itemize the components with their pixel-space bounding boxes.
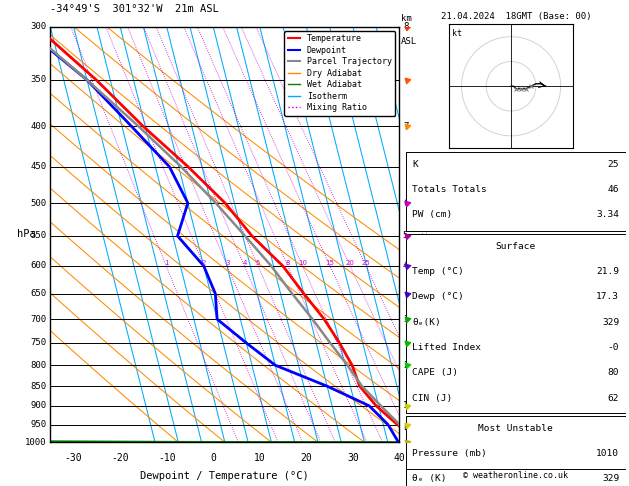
Text: θₑ (K): θₑ (K) [413,474,447,483]
Text: 2: 2 [403,361,408,370]
Text: Totals Totals: Totals Totals [413,185,487,194]
Text: 1: 1 [164,260,169,266]
Text: 1010: 1010 [596,449,619,458]
Text: 4: 4 [403,261,408,270]
Text: ASL: ASL [401,37,417,46]
Text: 550: 550 [31,231,47,241]
Text: Pressure (mb): Pressure (mb) [413,449,487,458]
Bar [406,416,626,486]
Text: 8: 8 [403,22,408,31]
Text: 10: 10 [298,260,307,266]
Text: hPa: hPa [16,229,35,240]
Text: 850: 850 [31,382,47,391]
Text: θₑ(K): θₑ(K) [413,318,441,327]
Text: Surface: Surface [496,242,536,251]
Text: Most Unstable: Most Unstable [479,424,553,433]
Text: 400: 400 [31,122,47,131]
Text: © weatheronline.co.uk: © weatheronline.co.uk [464,471,568,480]
Text: 350: 350 [31,75,47,85]
Text: CAPE (J): CAPE (J) [413,368,459,377]
Text: 1: 1 [403,401,408,410]
Text: 17.3: 17.3 [596,293,619,301]
Text: 750: 750 [31,338,47,347]
Text: -0: -0 [608,343,619,352]
Text: 900: 900 [31,401,47,410]
Text: 20: 20 [345,260,355,266]
Text: -30: -30 [65,452,82,463]
Text: PW (cm): PW (cm) [413,210,452,219]
Text: 2: 2 [202,260,206,266]
Text: Mixing Ratio (g/kg): Mixing Ratio (g/kg) [421,191,430,278]
Text: 7: 7 [403,122,408,131]
Text: 650: 650 [31,289,47,298]
Text: 21.9: 21.9 [596,267,619,276]
Text: K: K [413,160,418,169]
Bar [406,152,626,231]
Text: 25: 25 [608,160,619,169]
Text: Dewpoint / Temperature (°C): Dewpoint / Temperature (°C) [140,471,309,481]
Legend: Temperature, Dewpoint, Parcel Trajectory, Dry Adiabat, Wet Adiabat, Isotherm, Mi: Temperature, Dewpoint, Parcel Trajectory… [284,31,395,116]
Text: 10: 10 [254,452,265,463]
Text: 15: 15 [326,260,335,266]
Text: 300: 300 [31,22,47,31]
Text: km: km [401,14,412,22]
Text: 329: 329 [602,318,619,327]
Text: 500: 500 [31,199,47,208]
Text: 3.34: 3.34 [596,210,619,219]
Text: 5: 5 [403,231,408,241]
Text: 20: 20 [301,452,312,463]
Text: 80: 80 [608,368,619,377]
Text: -34°49'S  301°32'W  21m ASL: -34°49'S 301°32'W 21m ASL [50,4,219,14]
Text: CIN (J): CIN (J) [413,394,452,402]
Text: 3: 3 [403,314,408,324]
Text: 40: 40 [394,452,405,463]
Bar [406,469,626,486]
Text: 8: 8 [286,260,290,266]
Text: kt: kt [452,29,462,38]
Text: 21.04.2024  18GMT (Base: 00): 21.04.2024 18GMT (Base: 00) [440,12,591,21]
Text: 25: 25 [362,260,370,266]
Text: -20: -20 [111,452,129,463]
Text: 1000: 1000 [25,438,47,447]
Text: Lifted Index: Lifted Index [413,343,481,352]
Text: 3: 3 [225,260,230,266]
Text: 46: 46 [608,185,619,194]
Text: 800: 800 [31,361,47,370]
Text: 62: 62 [608,394,619,402]
Text: 6: 6 [403,199,408,208]
Text: 0: 0 [210,452,216,463]
Text: 950: 950 [31,420,47,429]
Text: 600: 600 [31,261,47,270]
Text: Dewp (°C): Dewp (°C) [413,293,464,301]
Text: 700: 700 [31,314,47,324]
Bar [406,234,626,413]
Text: Temp (°C): Temp (°C) [413,267,464,276]
Text: LCL: LCL [403,423,418,432]
Text: 450: 450 [31,162,47,171]
Text: -10: -10 [158,452,175,463]
Text: 5: 5 [256,260,260,266]
Text: 30: 30 [347,452,359,463]
Text: 329: 329 [602,474,619,483]
Text: 4: 4 [242,260,247,266]
